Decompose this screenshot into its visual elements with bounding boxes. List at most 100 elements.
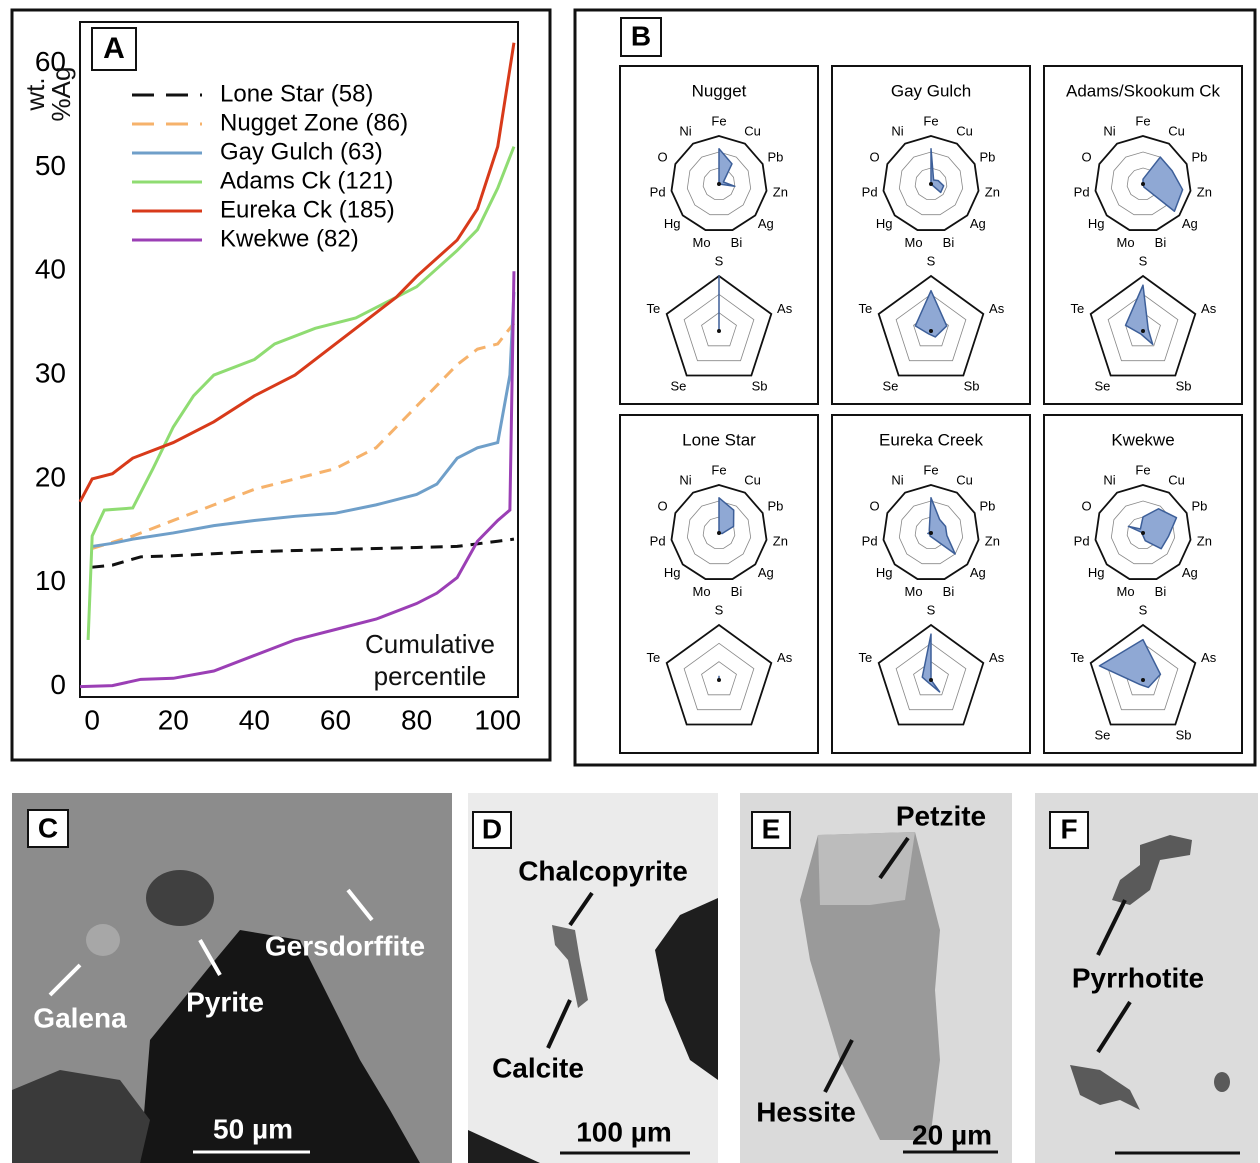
axis-label: Ni xyxy=(891,123,903,138)
axis-label: Sb xyxy=(752,378,768,393)
pyrite-grain xyxy=(146,870,214,926)
arrow xyxy=(878,836,910,880)
sub-panel-frame xyxy=(619,414,819,754)
axis-label: Pd xyxy=(650,533,666,548)
center-dot xyxy=(929,678,933,682)
axis-label: Pd xyxy=(650,184,666,199)
arrow xyxy=(198,939,222,976)
annotation: Petzite xyxy=(896,800,986,831)
axis-label: O xyxy=(1082,499,1092,514)
radar-ring xyxy=(683,642,755,711)
radar-ring xyxy=(683,293,755,362)
annotation: Chalcopyrite xyxy=(518,855,688,886)
radar-area xyxy=(914,289,948,338)
axis-label: Te xyxy=(1071,301,1085,316)
center-dot xyxy=(717,182,721,186)
axis-label: Fe xyxy=(711,113,726,128)
axis-label: Mo xyxy=(1117,584,1135,599)
center-dot xyxy=(717,329,721,333)
axis-label: As xyxy=(1201,301,1217,316)
axis-label: Pd xyxy=(1074,184,1090,199)
axis-label: As xyxy=(989,650,1005,665)
arrow xyxy=(546,999,572,1049)
panel-label-box xyxy=(620,17,662,57)
axis-label: Mo xyxy=(693,235,711,250)
radar-ring xyxy=(914,167,948,200)
axis-label: Ni xyxy=(891,472,903,487)
x-tick-label: 40 xyxy=(239,704,270,735)
dark-grain xyxy=(140,930,420,1163)
radar-ring xyxy=(1089,623,1197,726)
axis-label: Bi xyxy=(943,584,955,599)
axis-label: Mo xyxy=(905,235,923,250)
radar-ring xyxy=(898,151,964,216)
sub-panel-frame xyxy=(619,65,819,405)
micrograph-e: E Petzite Hessite 20 µm xyxy=(740,793,1012,1163)
y-tick-label: 40 xyxy=(35,254,66,285)
panel-label-box xyxy=(91,27,137,71)
axis-label: Ag xyxy=(970,565,986,580)
y-tick-label: 10 xyxy=(35,565,66,596)
series-line xyxy=(78,42,516,503)
center-dot xyxy=(929,329,933,333)
legend-label: Gay Gulch (63) xyxy=(220,138,383,165)
panel-label-box xyxy=(751,811,791,849)
y-tick-label: 0 xyxy=(50,669,66,700)
axis-label: Fe xyxy=(1135,462,1150,477)
sub-panel-frame xyxy=(1043,65,1243,405)
series-line xyxy=(91,322,516,550)
panel-label: E xyxy=(762,813,781,844)
axis-label: Hg xyxy=(1088,565,1105,580)
scale-label: 50 µm xyxy=(213,1113,293,1144)
axis-label: Pb xyxy=(979,150,995,165)
axis-label: Bi xyxy=(731,584,743,599)
annotation: Gersdorffite xyxy=(265,930,425,961)
annotation: Hessite xyxy=(756,1096,856,1127)
axis-label: Zn xyxy=(1197,184,1212,199)
axis-label: Pb xyxy=(767,150,783,165)
radar-area xyxy=(718,497,735,535)
radar-ring xyxy=(877,274,985,377)
panel-label: A xyxy=(103,32,125,65)
center-dot xyxy=(929,182,933,186)
pyrrhotite-grain xyxy=(1112,835,1192,905)
radar-ring xyxy=(670,484,768,580)
axis-label: Ni xyxy=(1103,472,1115,487)
axis-label: Ag xyxy=(1182,216,1198,231)
y-tick-label: 20 xyxy=(35,461,66,492)
radar-ring xyxy=(1107,293,1179,362)
axis-label: Bi xyxy=(943,235,955,250)
annotation: Pyrite xyxy=(186,986,264,1017)
panel-label: C xyxy=(38,812,58,843)
axis-label: Bi xyxy=(1155,235,1167,250)
axis-label: Ag xyxy=(970,216,986,231)
petzite-grain xyxy=(818,832,915,905)
sub-panel-frame xyxy=(1043,414,1243,754)
center-dot xyxy=(929,531,933,535)
axis-label: Pd xyxy=(862,533,878,548)
center-dot xyxy=(1141,329,1145,333)
panel-label: B xyxy=(631,20,651,51)
axis-label: As xyxy=(989,301,1005,316)
radar-ring xyxy=(895,293,967,362)
hessite-grain xyxy=(800,832,940,1140)
axis-label: Fe xyxy=(923,113,938,128)
axis-label: Hg xyxy=(664,565,681,580)
axis-label: Mo xyxy=(1117,235,1135,250)
axis-label: Sb xyxy=(1176,378,1192,393)
axis-label: O xyxy=(658,150,668,165)
axis-label: Pd xyxy=(862,184,878,199)
axis-label: Se xyxy=(670,378,686,393)
annotation: Galena xyxy=(33,1002,127,1033)
panel-b-frame xyxy=(573,8,1257,767)
axis-label: Fe xyxy=(711,462,726,477)
radar-area xyxy=(927,497,956,555)
legend-label: Nugget Zone (86) xyxy=(220,109,408,136)
series-line xyxy=(79,271,516,689)
micrograph-f: F Pyrrhotite xyxy=(1035,793,1258,1163)
axis-label: Hg xyxy=(1088,216,1105,231)
arrow xyxy=(48,963,82,997)
axis-label: Fe xyxy=(1135,113,1150,128)
radar-ring xyxy=(1089,274,1197,377)
axis-label: Ni xyxy=(679,123,691,138)
